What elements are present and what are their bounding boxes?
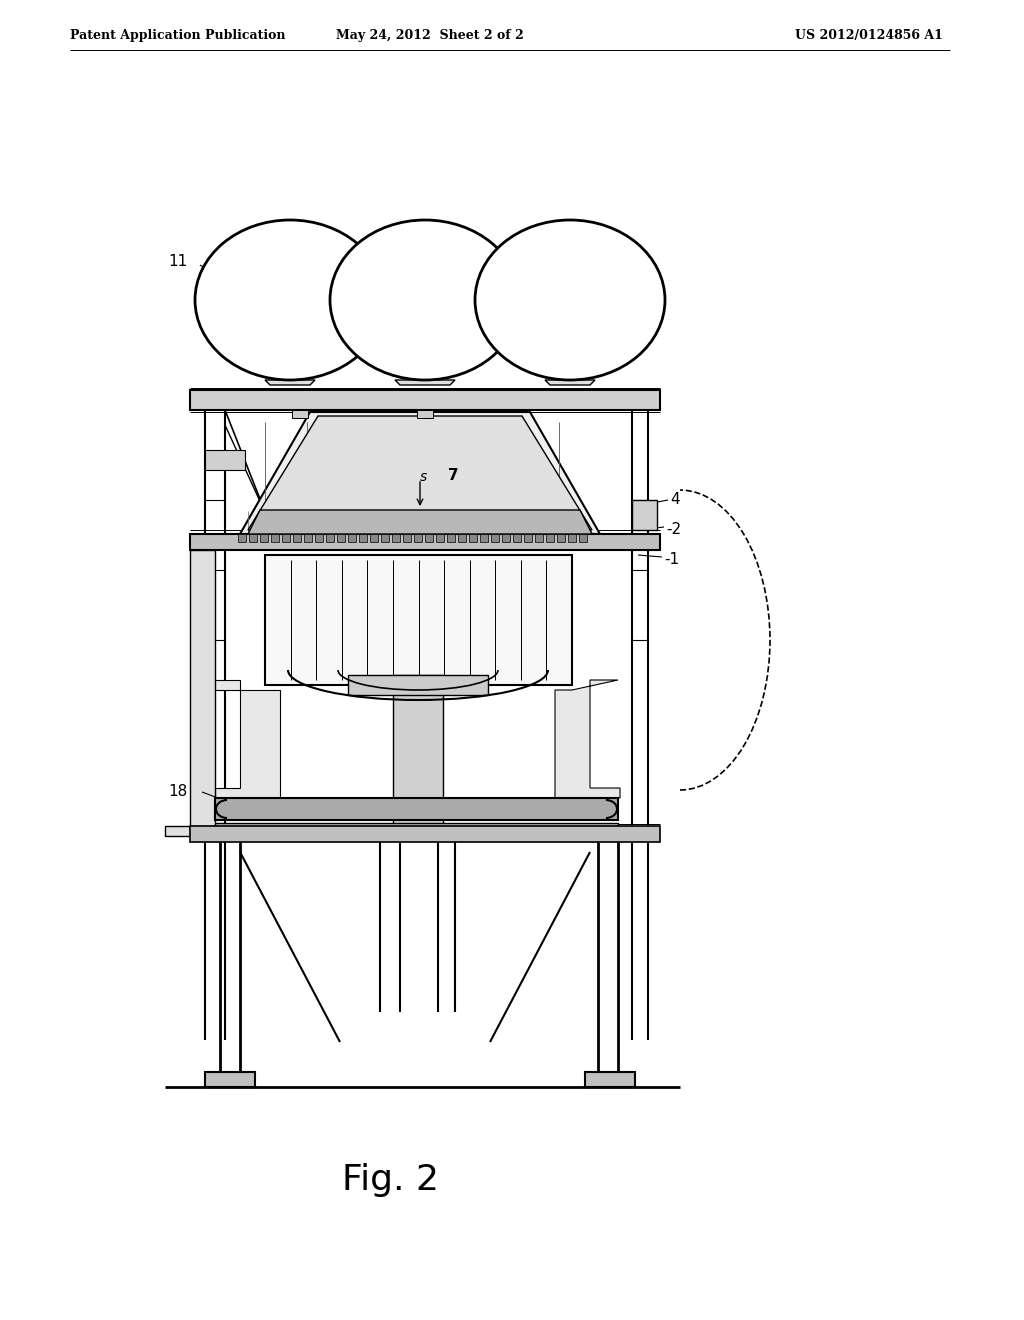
Bar: [524, 535, 532, 543]
Bar: [417, 411, 433, 418]
Bar: [348, 675, 488, 696]
Bar: [370, 535, 378, 543]
Bar: [546, 535, 554, 543]
Polygon shape: [248, 416, 592, 531]
Text: 4: 4: [670, 492, 680, 507]
Bar: [304, 535, 312, 543]
Text: May 24, 2012  Sheet 2 of 2: May 24, 2012 Sheet 2 of 2: [336, 29, 524, 41]
Text: Patent Application Publication: Patent Application Publication: [70, 29, 286, 41]
Polygon shape: [545, 380, 595, 385]
Bar: [414, 535, 422, 543]
Polygon shape: [265, 380, 315, 385]
Bar: [513, 535, 521, 543]
Polygon shape: [240, 412, 600, 535]
Polygon shape: [165, 550, 215, 836]
Bar: [502, 535, 510, 543]
Bar: [326, 535, 334, 543]
Ellipse shape: [475, 220, 665, 380]
Text: 18: 18: [168, 784, 187, 800]
Bar: [260, 535, 268, 543]
Bar: [480, 535, 488, 543]
Bar: [579, 535, 587, 543]
Text: 12: 12: [548, 244, 567, 260]
Bar: [632, 500, 657, 531]
Bar: [490, 535, 499, 543]
Bar: [205, 1072, 255, 1086]
Bar: [238, 535, 246, 543]
Text: -2: -2: [666, 523, 681, 537]
Bar: [348, 535, 356, 543]
Bar: [293, 535, 301, 543]
Bar: [190, 535, 660, 550]
Text: Fig. 2: Fig. 2: [341, 1163, 438, 1197]
Bar: [447, 535, 455, 543]
Bar: [205, 450, 245, 470]
Bar: [393, 675, 443, 830]
Bar: [535, 535, 543, 543]
Bar: [458, 535, 466, 543]
Bar: [557, 535, 565, 543]
Bar: [359, 535, 367, 543]
Bar: [271, 535, 279, 543]
Bar: [381, 535, 389, 543]
Bar: [215, 799, 618, 820]
Text: s: s: [420, 470, 427, 484]
Ellipse shape: [195, 220, 385, 380]
Bar: [585, 1072, 635, 1086]
Bar: [436, 535, 444, 543]
Bar: [190, 389, 660, 411]
Text: US 2012/0124856 A1: US 2012/0124856 A1: [795, 29, 943, 41]
Bar: [215, 822, 618, 838]
Bar: [292, 411, 308, 418]
Bar: [249, 535, 257, 543]
Bar: [425, 535, 433, 543]
Bar: [315, 535, 323, 543]
Polygon shape: [555, 680, 620, 799]
Bar: [337, 535, 345, 543]
Bar: [190, 826, 660, 842]
Ellipse shape: [330, 220, 520, 380]
Bar: [282, 535, 290, 543]
Bar: [469, 535, 477, 543]
Polygon shape: [248, 510, 592, 535]
Text: 11: 11: [168, 255, 187, 269]
Text: 13: 13: [375, 238, 394, 252]
Bar: [568, 535, 575, 543]
Bar: [403, 535, 411, 543]
Text: 7: 7: [449, 467, 459, 483]
Text: -1: -1: [664, 553, 679, 568]
Polygon shape: [195, 680, 280, 799]
Bar: [392, 535, 400, 543]
Polygon shape: [395, 380, 455, 385]
Bar: [265, 554, 572, 685]
